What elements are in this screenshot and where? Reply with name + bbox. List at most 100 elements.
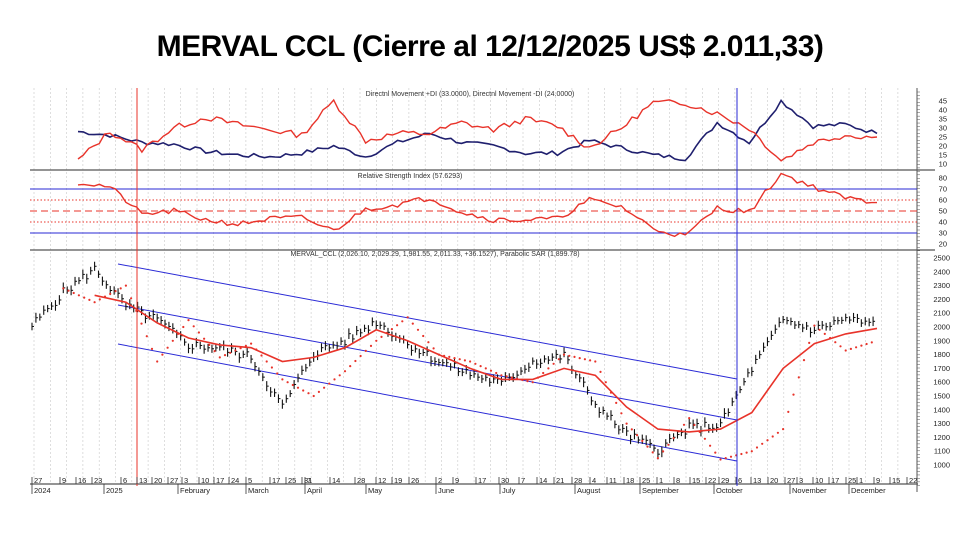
svg-text:1100: 1100 [934, 447, 950, 456]
svg-text:7: 7 [521, 476, 525, 485]
regression-channel [117, 263, 738, 462]
svg-text:60: 60 [939, 196, 947, 205]
svg-text:24: 24 [231, 476, 239, 485]
svg-text:28: 28 [574, 476, 582, 485]
svg-text:April: April [307, 486, 322, 495]
channel-middle-line [117, 304, 738, 421]
svg-text:1500: 1500 [933, 392, 950, 401]
svg-text:March: March [248, 486, 269, 495]
svg-text:1800: 1800 [933, 350, 950, 359]
svg-text:40: 40 [939, 218, 947, 227]
minus-di-line [77, 98, 878, 162]
svg-text:20: 20 [939, 142, 947, 151]
svg-text:February: February [180, 486, 210, 495]
svg-text:12: 12 [378, 476, 386, 485]
svg-text:20: 20 [154, 476, 162, 485]
svg-text:35: 35 [939, 115, 947, 124]
svg-text:14: 14 [539, 476, 547, 485]
svg-text:1600: 1600 [933, 378, 950, 387]
svg-text:14: 14 [332, 476, 340, 485]
svg-text:November: November [792, 486, 827, 495]
svg-text:1400: 1400 [933, 405, 950, 414]
svg-text:15: 15 [692, 476, 700, 485]
svg-text:2200: 2200 [933, 295, 950, 304]
svg-text:1700: 1700 [933, 364, 950, 373]
svg-text:30: 30 [939, 229, 947, 238]
svg-text:3: 3 [184, 476, 188, 485]
svg-text:26: 26 [411, 476, 419, 485]
svg-text:13: 13 [753, 476, 761, 485]
x-axis-labels: 27 9 16 23 6 13 20 27 3 10 17 24 5 17 25 317 14 28 12 19 26 2… [31, 476, 917, 495]
svg-text:7: 7 [307, 476, 311, 485]
svg-text:19: 19 [394, 476, 402, 485]
svg-text:6: 6 [123, 476, 127, 485]
plus-di-line [77, 98, 878, 162]
svg-text:May: May [368, 486, 382, 495]
svg-text:10: 10 [201, 476, 209, 485]
svg-text:9: 9 [876, 476, 880, 485]
svg-text:80: 80 [939, 174, 947, 183]
svg-text:2: 2 [438, 476, 442, 485]
svg-text:70: 70 [939, 185, 947, 194]
svg-text:9: 9 [62, 476, 66, 485]
svg-text:23: 23 [94, 476, 102, 485]
svg-text:2300: 2300 [933, 281, 950, 290]
svg-text:10: 10 [815, 476, 823, 485]
rsi-line [77, 172, 877, 238]
svg-text:29: 29 [721, 476, 729, 485]
svg-text:2500: 2500 [933, 254, 950, 263]
svg-text:17: 17 [272, 476, 280, 485]
svg-text:15: 15 [892, 476, 900, 485]
rsi-label: Relative Strength Index (57.6293) [358, 173, 463, 180]
svg-text:10: 10 [939, 160, 947, 169]
svg-text:2024: 2024 [34, 486, 51, 495]
svg-text:4: 4 [592, 476, 596, 485]
svg-text:25: 25 [939, 133, 947, 142]
parabolic-sar-dots [62, 284, 873, 461]
svg-text:21: 21 [556, 476, 564, 485]
chart-title: MERVAL CCL (Cierre al 12/12/2025 US$ 2.0… [156, 30, 824, 63]
svg-text:27: 27 [170, 476, 178, 485]
y-axis-minor-ticks [917, 91, 920, 486]
svg-text:December: December [851, 486, 886, 495]
svg-text:25: 25 [848, 476, 856, 485]
svg-text:28: 28 [357, 476, 365, 485]
dmi-series [77, 98, 878, 162]
svg-text:20: 20 [939, 240, 947, 249]
dmi-label: Directnl Movement +DI (33.0000), Directn… [366, 91, 575, 98]
svg-text:22: 22 [708, 476, 716, 485]
svg-text:27: 27 [34, 476, 42, 485]
svg-text:September: September [642, 486, 679, 495]
svg-text:June: June [438, 486, 454, 495]
svg-text:31: 31 [304, 476, 312, 485]
svg-text:45: 45 [939, 97, 947, 106]
svg-text:1200: 1200 [933, 433, 950, 442]
svg-text:2400: 2400 [933, 267, 950, 276]
svg-text:13: 13 [139, 476, 147, 485]
channel-upper-line [117, 263, 738, 380]
svg-text:17: 17 [216, 476, 224, 485]
svg-text:August: August [577, 486, 601, 495]
svg-text:1: 1 [859, 476, 863, 485]
svg-text:2025: 2025 [106, 486, 123, 495]
moving-average-line [94, 294, 878, 433]
svg-text:6: 6 [738, 476, 742, 485]
svg-text:30: 30 [501, 476, 509, 485]
vertical-gridlines [33, 88, 899, 484]
svg-text:11: 11 [609, 476, 617, 485]
svg-text:1300: 1300 [933, 419, 950, 428]
svg-text:5: 5 [248, 476, 252, 485]
svg-text:17: 17 [831, 476, 839, 485]
y-axis-labels: 4540353025201510807060504030202500240023… [933, 97, 950, 470]
svg-text:25: 25 [288, 476, 296, 485]
svg-text:3: 3 [799, 476, 803, 485]
svg-text:1: 1 [659, 476, 663, 485]
svg-text:8: 8 [676, 476, 680, 485]
svg-text:9: 9 [455, 476, 459, 485]
svg-text:30: 30 [939, 124, 947, 133]
svg-text:27: 27 [787, 476, 795, 485]
svg-text:18: 18 [626, 476, 634, 485]
svg-text:1000: 1000 [933, 461, 950, 470]
svg-text:25: 25 [642, 476, 650, 485]
